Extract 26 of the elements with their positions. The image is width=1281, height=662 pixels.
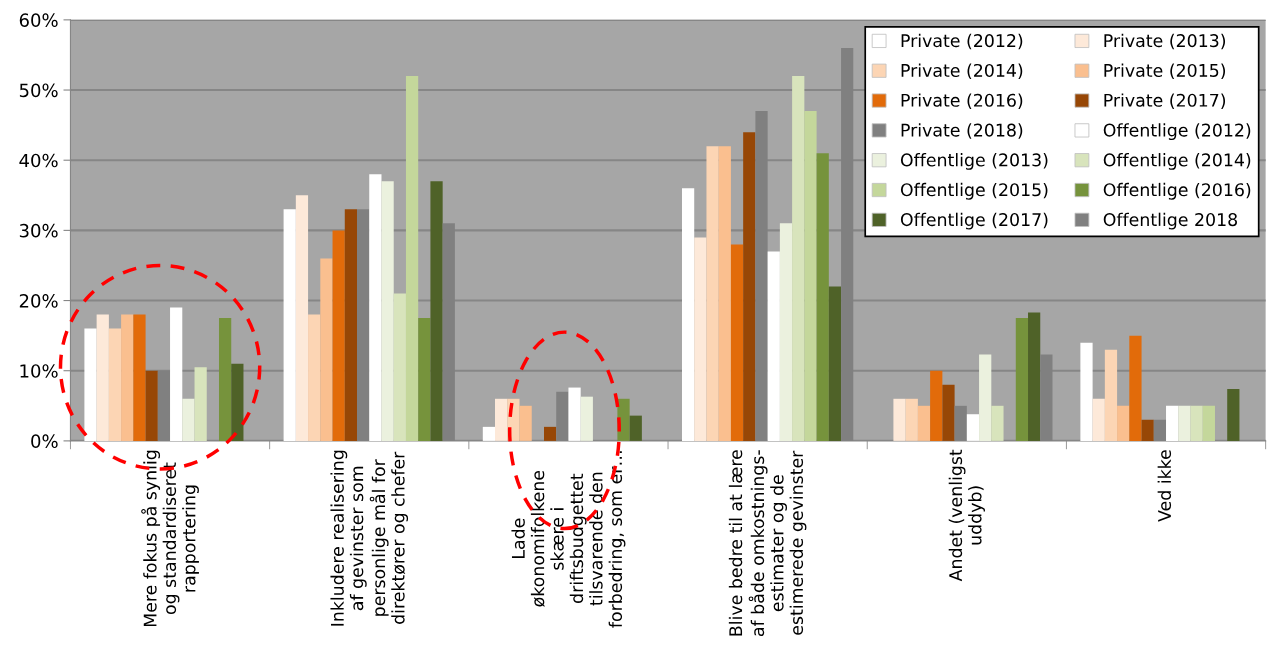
legend-label: Private (2017) (1104, 93, 1226, 109)
x-tick-label: Andet (venligst uddyb) (948, 449, 985, 582)
legend-label: Offentlige (2016) (1103, 182, 1251, 200)
y-tick-label: 20% (19, 294, 58, 308)
legend-label: Private (2014) (901, 63, 1023, 80)
legend-label: Offentlige (2017) (900, 212, 1048, 230)
legend-label: Private (2018) (901, 123, 1023, 139)
legend-label: Private (2016) (901, 93, 1023, 109)
legend-label: Offentlige (2015) (900, 182, 1048, 200)
legend-label: Offentlige (2012) (1103, 123, 1251, 141)
y-tick-label: 30% (19, 223, 58, 238)
legend-label: Private (2015) (1104, 63, 1226, 80)
y-tick-label: 50% (19, 83, 58, 98)
legend-label: Offentlige 2018 (1103, 212, 1237, 230)
legend-label: Offentlige (2014) (1103, 153, 1251, 170)
y-tick-label: 10% (20, 364, 58, 378)
x-tick-label: Mere fokus på synlig og standardiseret rapportering (141, 450, 199, 627)
legend-label: Private (2012) (901, 33, 1023, 50)
y-tick-label: 60% (19, 13, 58, 27)
y-tick-label: 0% (31, 434, 58, 449)
legend-label: Private (2013) (1104, 33, 1226, 50)
legend-label: Offentlige (2013) (900, 153, 1048, 170)
y-tick-label: 40% (19, 153, 58, 168)
x-tick-label: Ved ikke (1157, 450, 1172, 522)
x-tick-label: Inkludere realisering af gevinster som personlige mål for direktører og chefer (330, 450, 409, 626)
x-tick-label: Blive bedre til at lære af både omkostnings- estimater og de estimerede gevinster (728, 450, 807, 637)
